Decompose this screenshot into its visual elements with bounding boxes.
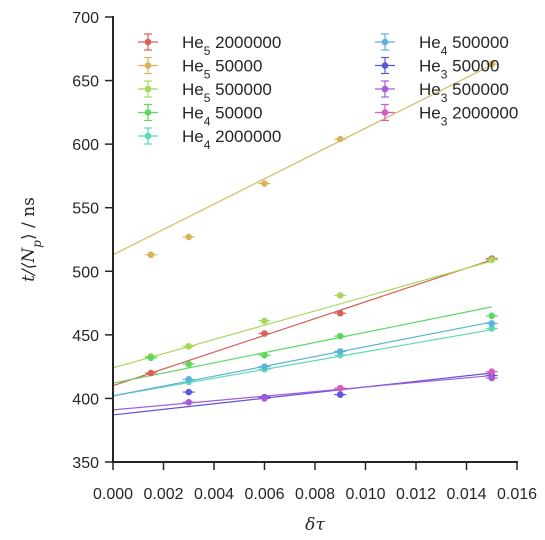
legend-item-6: He3 50000 — [375, 57, 499, 82]
data-point-1-2 — [261, 180, 268, 187]
x-tick-label: 0.016 — [497, 486, 537, 503]
legend-item-7: He3 500000 — [375, 80, 509, 105]
data-point-0-0 — [147, 369, 155, 377]
legend-item-3: He4 50000 — [138, 104, 262, 129]
data-point-7-3 — [488, 374, 496, 382]
data-point-3-0 — [147, 354, 155, 362]
legend-item-1: He5 50000 — [138, 57, 262, 82]
x-tick-label: 0.008 — [295, 486, 335, 503]
fit-line-7 — [112, 374, 492, 411]
data-point-0-2 — [336, 309, 344, 317]
x-tick-label: 0.004 — [194, 486, 234, 503]
data-point-8-0 — [336, 384, 344, 392]
x-tick-label: 0.002 — [143, 486, 183, 503]
data-point-2-2 — [261, 317, 268, 325]
data-point-5-1 — [261, 363, 268, 370]
legend-label: He4 2000000 — [182, 127, 281, 152]
chart-axes: 0.000 0.002 0.004 0.006 0.008 0.010 0.012 0.014… — [19, 10, 537, 535]
data-point-8-1 — [488, 368, 496, 376]
y-axis-label: t/⟨Np⟩ / ns — [19, 197, 44, 282]
y-tick-label: 550 — [72, 201, 99, 218]
legend-swatch-marker — [144, 62, 152, 69]
x-tick-label: 0.006 — [244, 486, 284, 503]
y-tick-label: 700 — [72, 10, 99, 27]
fit-line-4 — [112, 329, 492, 397]
legend-item-5: He4 500000 — [375, 33, 509, 58]
data-point-2-4 — [488, 256, 496, 264]
legend-swatch-marker — [144, 38, 152, 46]
data-point-5-0 — [185, 376, 193, 383]
y-tick-label: 600 — [72, 137, 99, 154]
legend-label: He4 50000 — [182, 104, 262, 129]
data-point-6-2 — [336, 391, 344, 398]
fit-line-0 — [112, 259, 492, 387]
fit-line-6 — [112, 372, 492, 416]
data-point-7-1 — [261, 395, 268, 402]
data-point-0-1 — [261, 330, 268, 337]
data-point-1-4 — [488, 60, 496, 68]
legend-item-0: He5 2000000 — [138, 33, 281, 58]
fit-line-1 — [112, 64, 493, 256]
x-tick-label: 0.010 — [345, 486, 385, 503]
data-point-5-2 — [336, 348, 344, 355]
y-tick-label: 650 — [72, 74, 99, 91]
legend-item-8: He3 2000000 — [375, 104, 518, 129]
legend-label: He4 500000 — [419, 33, 509, 58]
data-point-2-3 — [336, 292, 344, 299]
legend-swatch-marker — [381, 85, 389, 93]
legend-swatch-marker — [144, 85, 152, 93]
y-tick-label: 400 — [72, 391, 99, 408]
legend-label: He3 2000000 — [419, 104, 518, 129]
x-tick-label: 0.000 — [93, 486, 133, 503]
data-point-3-3 — [336, 332, 344, 340]
legend-swatch-marker — [381, 38, 389, 46]
legend-label: He5 50000 — [182, 57, 262, 82]
data-point-1-3 — [336, 135, 344, 143]
data-point-4-3 — [488, 325, 496, 332]
data-point-3-1 — [185, 360, 193, 368]
legend-item-2: He5 500000 — [138, 80, 272, 105]
data-point-6-0 — [185, 388, 193, 396]
data-point-3-2 — [261, 351, 268, 359]
data-point-1-1 — [185, 233, 193, 241]
legend-swatch-marker — [144, 109, 152, 116]
legend-label: He5 2000000 — [182, 33, 281, 58]
data-point-1-0 — [147, 251, 155, 259]
legend-swatch-marker — [381, 109, 389, 116]
x-tick-label: 0.014 — [446, 486, 486, 503]
legend-label: He3 50000 — [419, 57, 499, 82]
data-point-5-3 — [488, 320, 496, 327]
data-point-3-4 — [488, 312, 496, 320]
legend-swatch-marker — [144, 132, 152, 140]
y-tick-label: 350 — [72, 455, 99, 472]
legend-item-4: He4 2000000 — [138, 127, 281, 152]
legend-swatch-marker — [381, 62, 389, 69]
fit-line-3 — [112, 306, 492, 384]
fit-line-2 — [112, 260, 492, 369]
y-tick-label: 500 — [72, 264, 99, 281]
chart-marks — [112, 60, 498, 416]
fit-line-5 — [112, 321, 492, 397]
data-point-7-0 — [185, 398, 193, 406]
legend-label: He5 500000 — [182, 80, 272, 105]
x-tick-label: 0.012 — [396, 486, 436, 503]
x-axis-label: δτ — [305, 515, 325, 535]
legend-label: He3 500000 — [419, 80, 509, 105]
y-tick-label: 450 — [72, 328, 99, 345]
data-point-2-1 — [185, 343, 193, 350]
